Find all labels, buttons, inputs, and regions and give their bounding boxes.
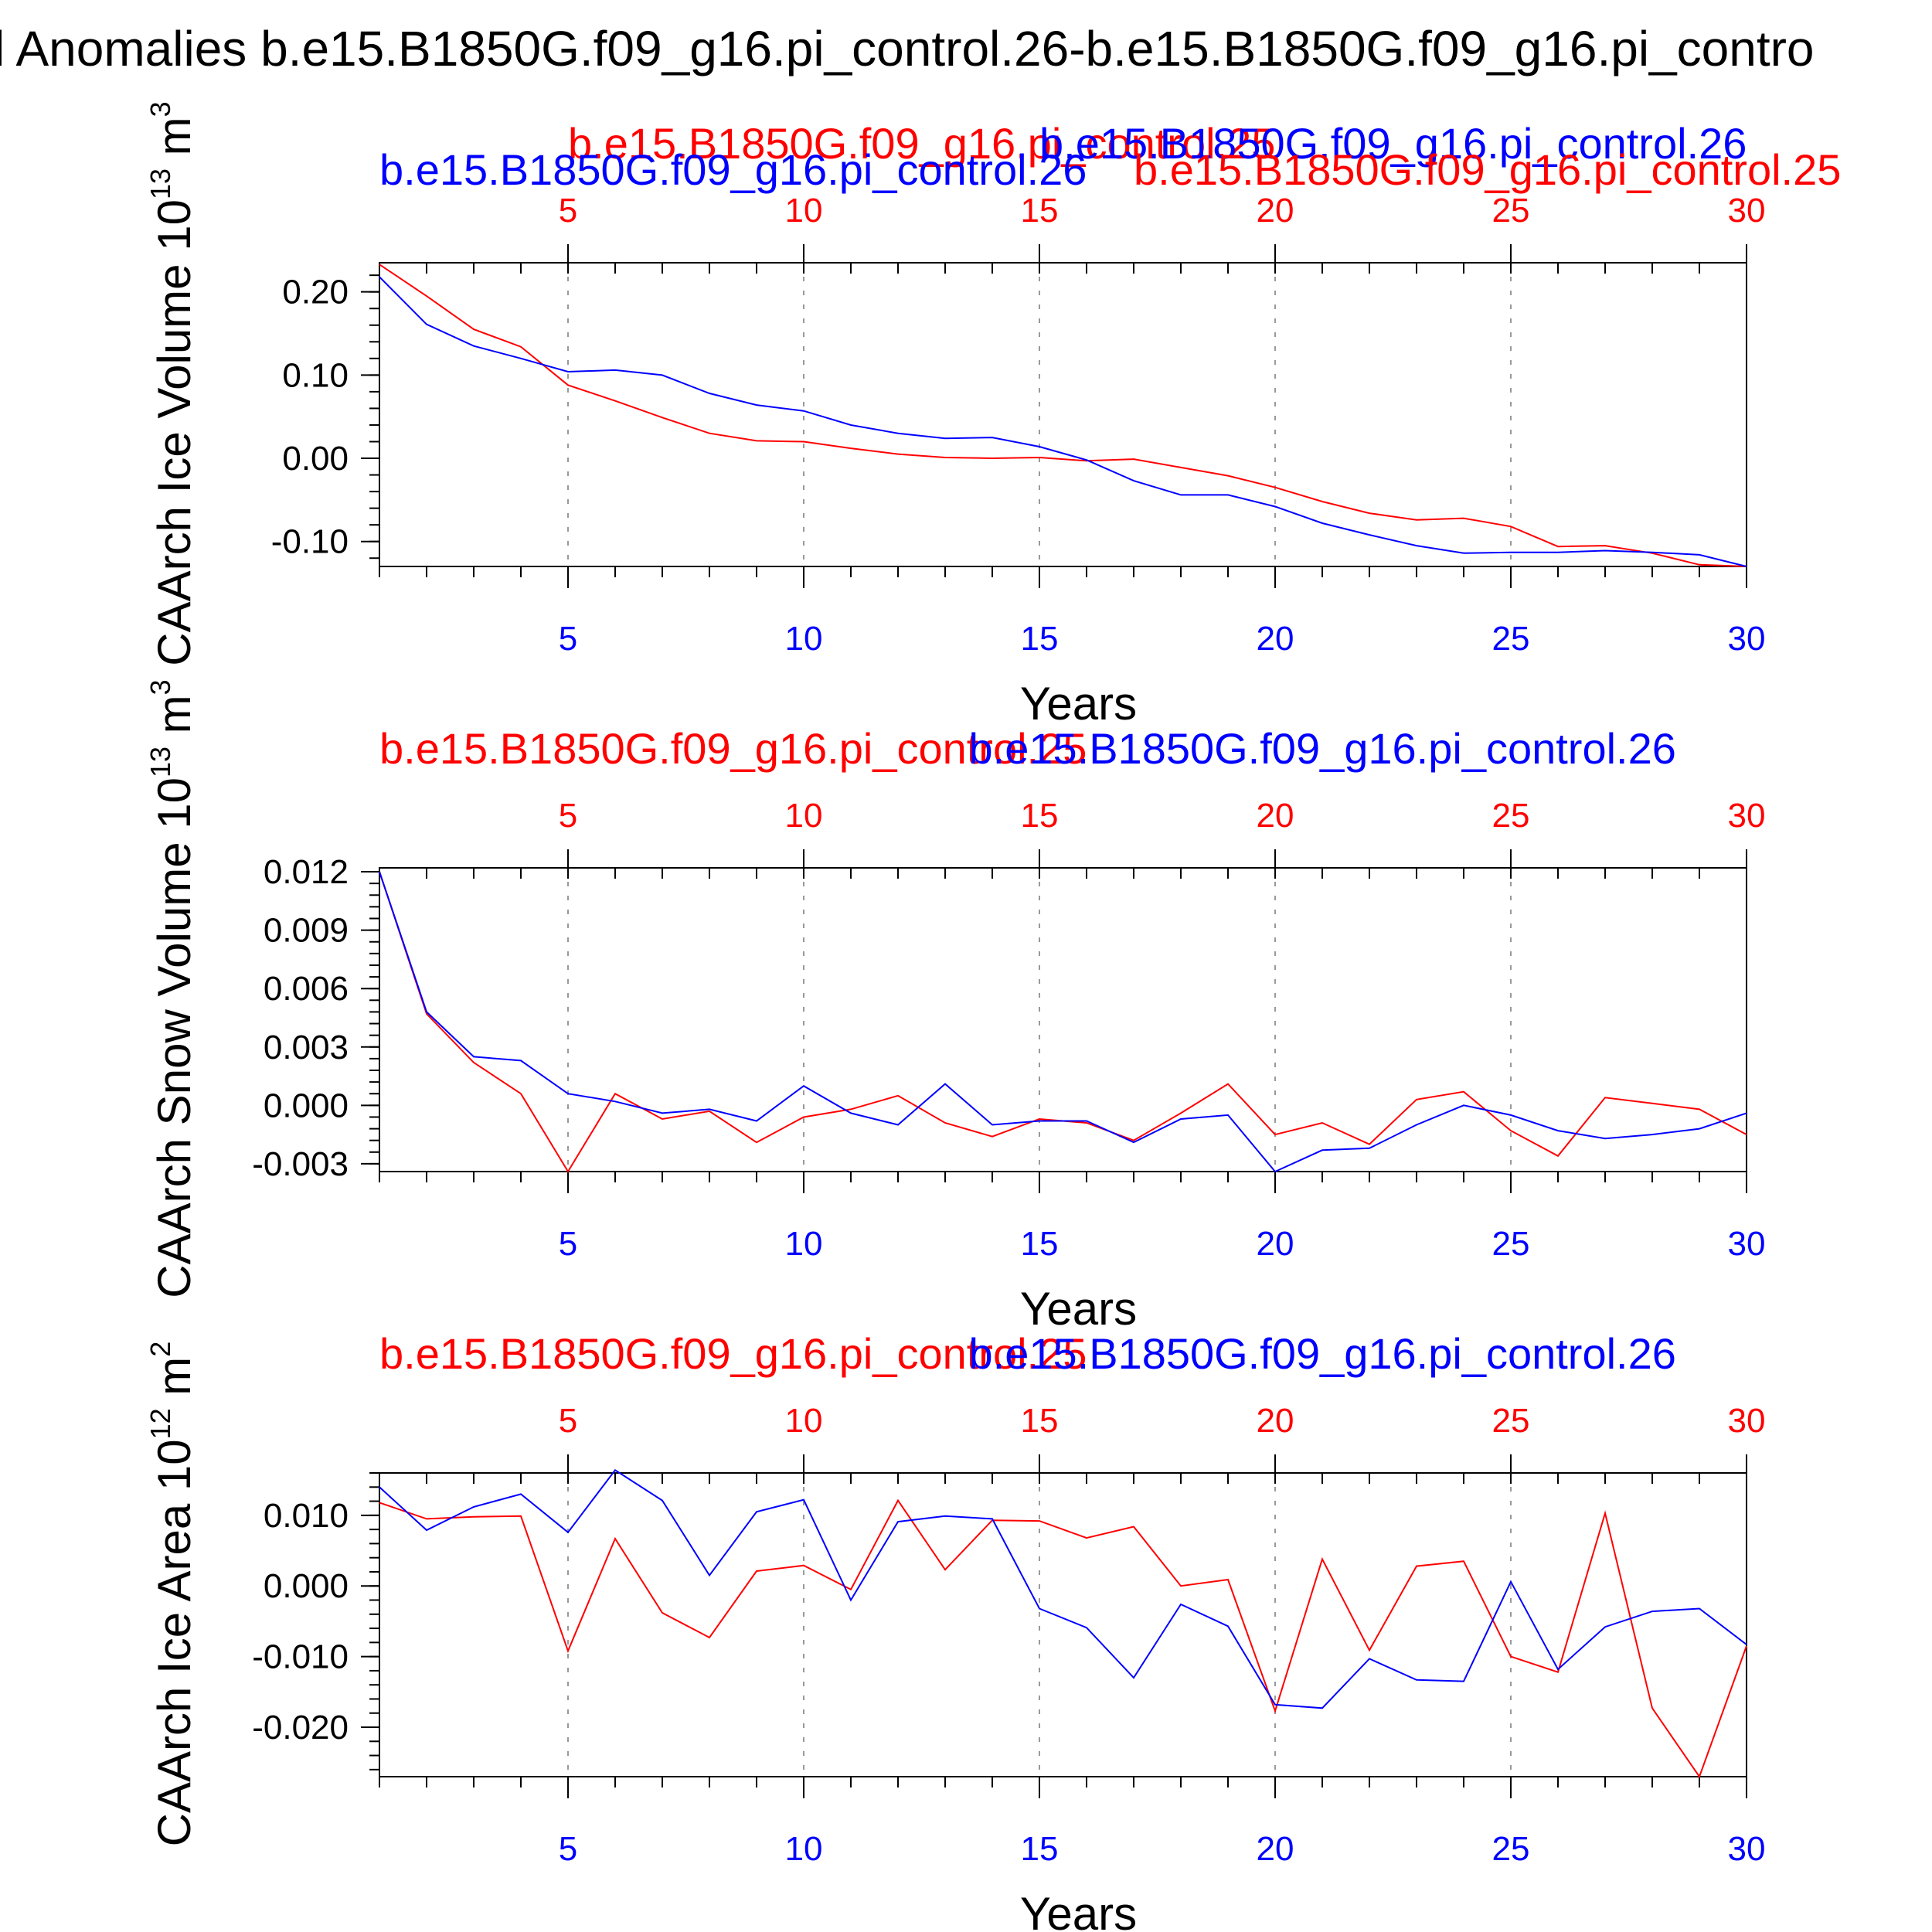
series-line-control-26 [379,276,1747,567]
x-tick-label-top: 30 [1728,192,1766,230]
y-axis-title-exponent: 13 [145,168,176,199]
x-tick-label-bottom: 20 [1257,1830,1294,1868]
x-tick-label-bottom: 5 [559,1830,577,1868]
y-axis-title: CAArch Snow Volume 1013 m3 [145,679,200,1298]
x-tick-label-bottom: 20 [1257,1225,1294,1263]
y-axis-title-text: CAArch Ice Area 10 [148,1439,200,1846]
panel-2: 5 5 10 10 15 15 20 20 25 25 30 30 -0.003 0.000 0.003 0.… [145,679,1765,1335]
y-axis-title-text: CAArch Snow Volume 10 [148,777,200,1298]
case-label: b.e15.B1850G.f09_g16.pi_control.26 [1039,119,1747,168]
y-tick-label: -0.003 [252,1145,349,1183]
chart-panels: 5510101515202025253030-0.100.000.100.20b… [145,101,1841,1932]
x-tick-label-bottom: 10 [785,1225,823,1263]
y-axis-title-unit-exponent: 3 [145,679,176,695]
series-line-control-25 [379,1498,1747,1779]
x-tick-label-top: 20 [1257,797,1294,835]
panel-3: 5 5 10 10 15 15 20 20 25 25 30 30 -0.020 -0.010 0.000 0… [145,1329,1765,1932]
x-tick-label-bottom: 5 [559,620,577,658]
x-tick-label-bottom: 15 [1021,1225,1059,1263]
plot-frame [379,1472,1747,1777]
case-label: b.e15.B1850G.f09_g16.pi_control.25 [1134,145,1841,194]
series-line-control-26 [379,1468,1747,1709]
series-line-control-25 [379,264,1747,567]
x-tick-label-bottom: 25 [1492,620,1530,658]
x-tick-label-bottom: 5 [559,1225,577,1263]
x-tick-label-bottom: 15 [1021,1830,1059,1868]
y-axis-title-text: CAArch Ice Volume 10 [148,199,200,666]
y-tick-label: 0.00 [282,440,349,478]
y-tick-label: 0.000 [264,1567,349,1605]
x-tick-label-top: 20 [1257,1402,1294,1440]
x-tick-label-bottom: 10 [785,620,823,658]
plot-frame [379,262,1747,567]
y-tick-label: 0.009 [264,912,349,950]
y-axis-title-unit-exponent: 2 [145,1342,176,1357]
case-label: b.e15.B1850G.f09_g16.pi_control.26 [379,145,1087,194]
case-label: b.e15.B1850G.f09_g16.pi_control.25 [379,724,1087,773]
case-label: b.e15.B1850G.f09_g16.pi_control.26 [969,1329,1676,1378]
y-tick-label: 0.20 [282,274,349,311]
x-tick-label-bottom: 30 [1728,620,1766,658]
x-tick-label-bottom: 30 [1728,1225,1766,1263]
x-tick-label-bottom: 15 [1021,620,1059,658]
series-line-control-26 [379,871,1747,1173]
y-tick-label: 0.010 [264,1497,349,1535]
y-tick-label: -0.020 [252,1709,349,1747]
y-axis-title-unit-exponent: 3 [145,101,176,117]
y-axis-title: CAArch Ice Volume 1013 m3 [145,101,200,665]
x-tick-label-bottom: 20 [1257,620,1294,658]
x-tick-label-top: 30 [1728,1402,1766,1440]
y-axis-title-unit: m [148,1357,200,1409]
x-tick-label-top: 15 [1021,797,1059,835]
x-tick-label-bottom: 25 [1492,1225,1530,1263]
x-tick-label-top: 5 [559,797,577,835]
y-tick-label: 0.003 [264,1029,349,1066]
x-tick-label-top: 10 [785,797,823,835]
y-tick-label: 0.006 [264,970,349,1008]
series-line-control-25 [379,871,1747,1173]
case-label: b.e15.B1850G.f09_g16.pi_control.26 [969,724,1676,773]
x-tick-label-top: 30 [1728,797,1766,835]
x-tick-label-bottom: 10 [785,1830,823,1868]
x-tick-label-top: 5 [559,192,577,230]
x-tick-label-top: 10 [785,1402,823,1440]
x-axis-title: Years [1020,1283,1137,1335]
y-axis-title-unit: m [148,695,200,747]
y-tick-label: -0.10 [271,523,349,561]
x-tick-label-top: 25 [1492,1402,1530,1440]
plot-frame [379,867,1747,1172]
x-tick-label-top: 5 [559,1402,577,1440]
x-tick-label-bottom: 30 [1728,1830,1766,1868]
y-tick-label: 0.012 [264,853,349,891]
case-label: b.e15.B1850G.f09_g16.pi_control.25 [379,1329,1087,1378]
y-axis-title-exponent: 12 [145,1408,176,1439]
x-tick-label-top: 15 [1021,1402,1059,1440]
y-tick-label: 0.10 [282,356,349,394]
case-label: b.e15.B1850G.f09_g16.pi_control.25 [568,119,1275,168]
panel-1: 5 5 10 10 15 15 20 20 25 25 30 30 -0.10 0.00 0.10 0.20 b… [145,101,1841,730]
x-axis-title: Years [1020,678,1137,730]
y-tick-label: -0.010 [252,1638,349,1676]
x-tick-label-top: 15 [1021,192,1059,230]
x-tick-label-bottom: 25 [1492,1830,1530,1868]
x-axis-title: Years [1020,1888,1137,1932]
x-tick-label-top: 10 [785,192,823,230]
y-axis-title: CAArch Ice Area 1012 m2 [145,1342,200,1847]
x-tick-label-top: 25 [1492,192,1530,230]
x-tick-label-top: 25 [1492,797,1530,835]
y-axis-title-exponent: 13 [145,747,176,777]
y-tick-label: 0.000 [264,1087,349,1124]
x-tick-label-top: 20 [1257,192,1294,230]
y-axis-title-unit: m [148,117,200,168]
figure-title: l Anomalies b.e15.B1850G.f09_g16.pi_cont… [0,21,1815,77]
